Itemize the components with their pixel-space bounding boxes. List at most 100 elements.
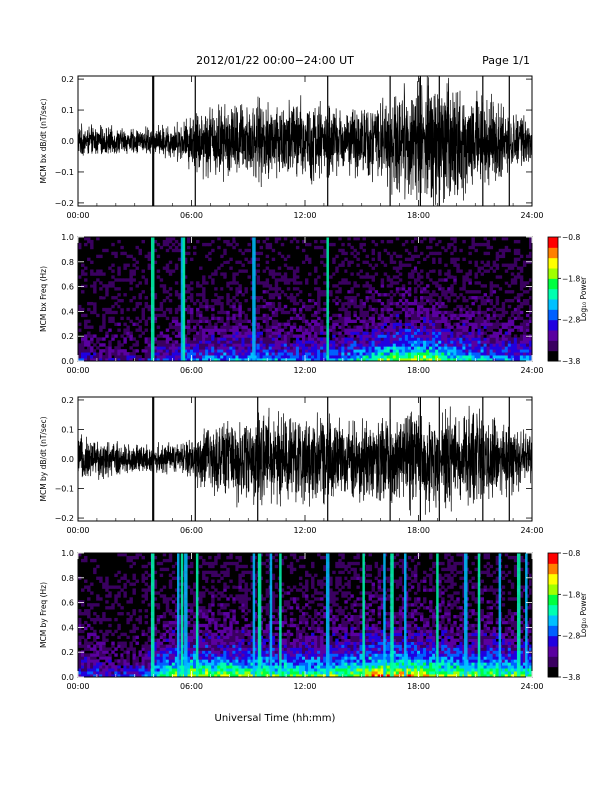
spec-cell — [99, 296, 103, 300]
spec-cell — [268, 349, 273, 353]
spec-cell — [168, 573, 173, 578]
spec-cell — [177, 352, 182, 356]
spec-cell — [147, 573, 152, 578]
spec-cell — [356, 337, 360, 341]
spec-cell — [126, 254, 130, 259]
spec-cell — [193, 656, 197, 660]
spec-cell — [214, 340, 218, 344]
spec-cell — [102, 632, 106, 637]
spec-cell — [117, 346, 121, 350]
spec-cell — [271, 615, 276, 619]
spec-cell — [395, 313, 400, 318]
spec-cell — [111, 668, 115, 672]
spec-cell — [459, 248, 463, 253]
spec-cell — [465, 310, 469, 315]
spec-cell — [516, 293, 521, 297]
spec-cell — [320, 352, 324, 356]
spec-cell — [129, 299, 133, 303]
spec-cell — [407, 290, 412, 294]
spec-cell — [295, 301, 300, 306]
spec-cell — [205, 668, 209, 672]
spec-cell — [208, 570, 212, 575]
spec-cell — [102, 647, 106, 651]
spec-cell — [407, 337, 412, 341]
spec-cell — [211, 313, 215, 318]
spec-cell — [344, 337, 348, 341]
spec-cell — [238, 304, 242, 309]
spec-cell — [516, 257, 521, 262]
spec-cell — [429, 316, 433, 321]
spec-cell — [413, 340, 418, 344]
spec-cell — [132, 307, 136, 312]
spec-cell — [241, 635, 245, 640]
spec-cell — [365, 275, 369, 279]
spec-cell — [84, 355, 88, 359]
spec-cell — [265, 612, 270, 616]
spec-cell — [229, 623, 233, 628]
spec-cell — [335, 272, 339, 276]
spec-cell — [226, 337, 230, 341]
spec-cell — [410, 352, 415, 356]
spec-cell — [250, 564, 254, 569]
spec-cell — [286, 296, 291, 300]
spec-cell — [277, 278, 282, 282]
spec-cell — [507, 334, 512, 338]
spec-cell — [471, 242, 475, 247]
spec-cell — [308, 304, 312, 309]
spec-cell — [459, 310, 463, 315]
spec-cell — [262, 269, 267, 273]
spec-cell — [413, 296, 418, 300]
spec-cell — [471, 290, 475, 294]
spec-cell — [81, 281, 85, 285]
spec-cell — [474, 322, 478, 326]
spec-cell — [135, 674, 139, 678]
spec-cell — [205, 632, 209, 637]
spec-cell — [141, 579, 145, 583]
spec-cell — [211, 304, 215, 309]
spec-cell — [159, 662, 164, 666]
spec-cell — [265, 635, 270, 640]
spec-cell — [350, 251, 354, 256]
spec-cell — [395, 269, 400, 273]
spec-cell — [229, 629, 233, 634]
spec-cell — [450, 313, 454, 318]
spec-cell — [441, 310, 445, 315]
spec-cell — [156, 349, 161, 353]
spec-cell — [99, 269, 103, 273]
spec-cell — [165, 337, 170, 341]
spec-cell — [235, 564, 239, 569]
spec-cell — [341, 263, 345, 267]
spec-cell — [247, 331, 251, 335]
spec-cell — [189, 334, 194, 338]
spec-cell — [186, 284, 191, 288]
spec-cell — [383, 343, 388, 347]
spec-cell — [159, 573, 164, 578]
spec-cell — [183, 307, 188, 312]
spec-cell — [347, 316, 351, 321]
spec-cell — [193, 659, 197, 663]
spec-cell — [468, 337, 472, 341]
spec-cell — [223, 647, 227, 651]
spec-cell — [177, 328, 182, 332]
spec-cell — [135, 266, 139, 270]
spec-cell — [153, 668, 158, 672]
spec-cell — [344, 278, 348, 282]
spec-cell — [141, 290, 145, 294]
spec-cell — [126, 656, 130, 660]
spec-cell — [114, 600, 118, 604]
spec-cell — [519, 310, 524, 315]
spec-cell — [132, 626, 136, 631]
spec-cell — [323, 331, 327, 335]
spec-cell — [513, 316, 518, 321]
spec-cell — [420, 254, 424, 259]
spec-cell — [435, 337, 439, 341]
spec-cell — [292, 275, 297, 279]
spec-cell — [416, 304, 421, 309]
spec-cell — [528, 340, 533, 344]
spec-cell — [232, 561, 236, 566]
spec-cell — [435, 340, 439, 344]
spec-cell — [199, 623, 203, 628]
spec-cell — [450, 310, 454, 315]
spec-cell — [208, 659, 212, 663]
